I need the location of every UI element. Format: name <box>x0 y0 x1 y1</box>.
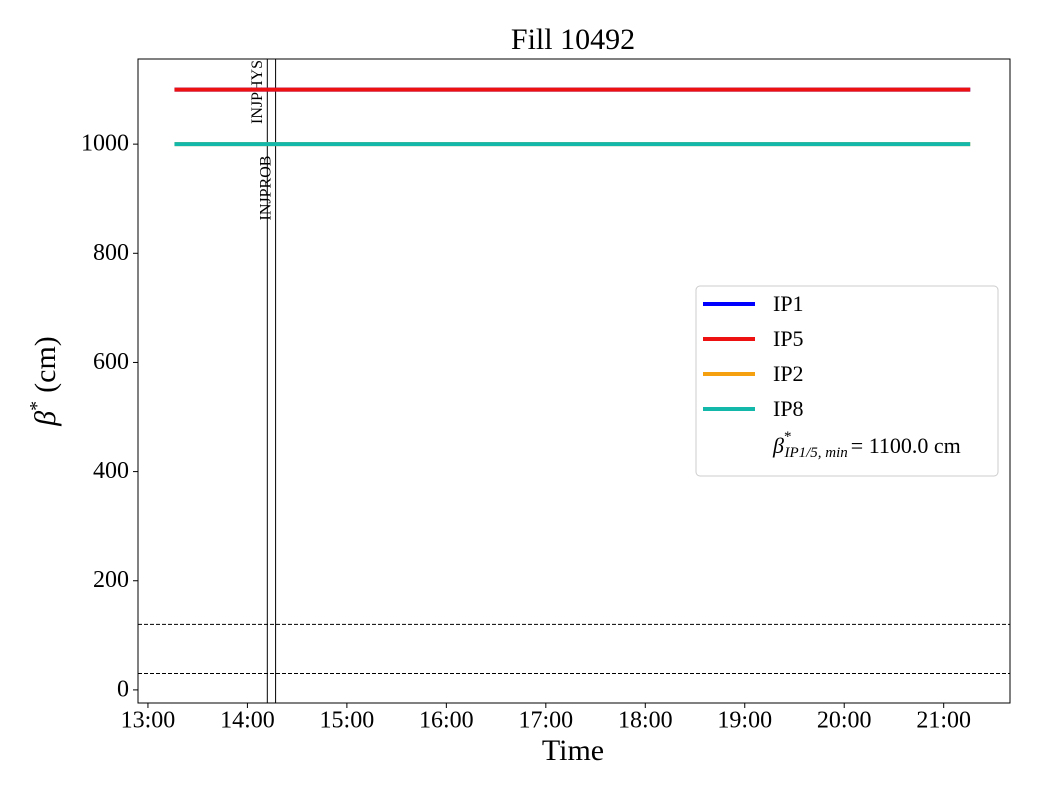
legend-label: IP8 <box>773 396 804 421</box>
legend: IP1 IP5 IP2 IP8 β* IP1/5, min = 1100.0 cm <box>695 285 999 477</box>
x-tick-label: 13:00 <box>121 708 176 734</box>
y-tick-label: 600 <box>93 349 129 375</box>
x-tick-label: 19:00 <box>717 708 772 734</box>
y-tick-label: 1000 <box>81 131 129 157</box>
y-label-sup: * <box>26 401 48 411</box>
y-axis-label: β* (cm) <box>26 336 62 427</box>
y-tick-label: 800 <box>93 240 129 266</box>
legend-label: IP5 <box>773 326 804 351</box>
x-tick-label: 21:00 <box>916 708 971 734</box>
y-tick-label: 200 <box>93 567 129 593</box>
legend-note: β* IP1/5, min = 1100.0 cm <box>772 429 961 461</box>
legend-box <box>695 285 999 477</box>
legend-label: IP1 <box>773 291 804 316</box>
note-text: = 1100.0 cm <box>851 433 961 458</box>
x-tick-label: 14:00 <box>220 708 275 734</box>
legend-label: IP2 <box>773 361 804 386</box>
event-label: INJPROB <box>257 156 274 221</box>
note-symbol: β <box>772 433 784 458</box>
x-tick-label: 16:00 <box>419 708 474 734</box>
y-label-unit: (cm) <box>29 336 62 393</box>
chart-title: Fill 10492 <box>511 23 635 56</box>
x-axis-label: Time <box>542 734 604 767</box>
x-tick-label: 18:00 <box>618 708 673 734</box>
x-tick-label: 15:00 <box>320 708 375 734</box>
event-label: INJPHYS <box>249 60 266 124</box>
y-tick-label: 0 <box>117 676 129 702</box>
y-label-symbol: β <box>29 411 62 427</box>
plot-frame <box>137 58 1011 704</box>
x-tick-label: 20:00 <box>817 708 872 734</box>
y-tick-label: 400 <box>93 458 129 484</box>
note-sub: IP1/5, min <box>783 445 847 461</box>
x-tick-label: 17:00 <box>518 708 573 734</box>
note-sup: * <box>784 429 792 445</box>
